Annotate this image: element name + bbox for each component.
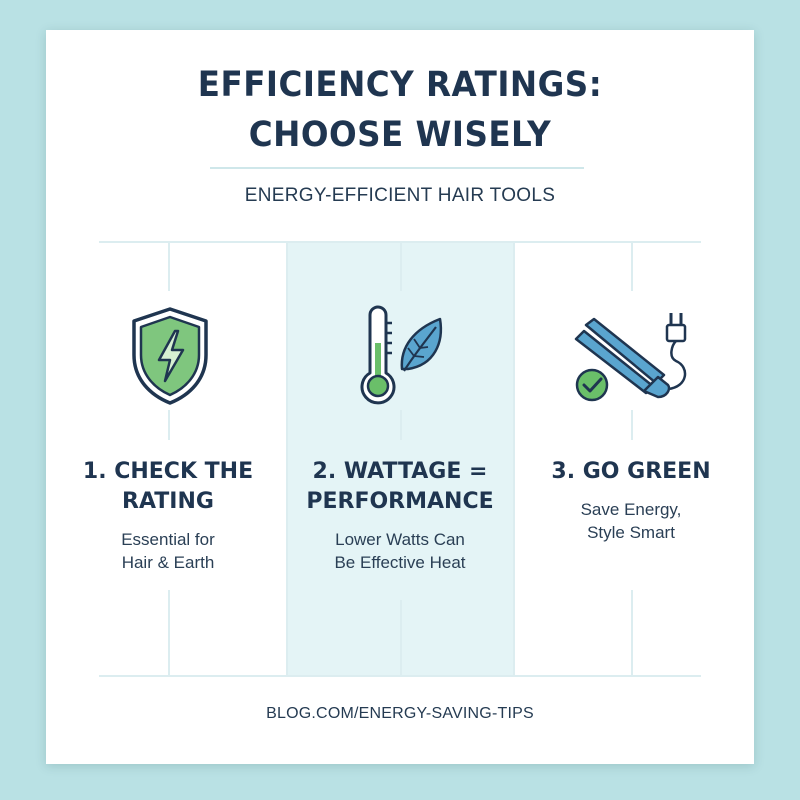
guide-line [400, 600, 402, 675]
page-title: EFFICIENCY RATINGS: CHOOSE WISELY [28, 60, 772, 160]
guide-line [400, 410, 402, 440]
column-1-text-line-2: Hair & Earth [121, 553, 215, 572]
guide-line [168, 243, 170, 291]
shield-lightning-icon [132, 307, 208, 405]
column-2-title: 2. WATTAGE = PERFORMANCE [280, 457, 520, 517]
column-divider-right [513, 241, 515, 677]
guide-line [400, 243, 402, 291]
column-1-title: 1. CHECK THE RATING [48, 457, 288, 517]
thermometer-leaf-icon [360, 305, 443, 405]
column-1-description: Essential for Hair & Earth [48, 528, 288, 574]
title-line-1: EFFICIENCY RATINGS: [197, 65, 603, 105]
panel-top-divider [99, 241, 701, 243]
column-2-description: Lower Watts Can Be Effective Heat [280, 528, 520, 574]
guide-line [631, 590, 633, 675]
column-3-description: Save Energy, Style Smart [511, 498, 751, 544]
footer-url: BLOG.COM/ENERGY-SAVING-TIPS [266, 705, 534, 722]
column-2-title-line-1: 2. WATTAGE = [312, 459, 488, 484]
panel-bottom-divider [99, 675, 701, 677]
column-2-text-line-1: Lower Watts Can [335, 530, 465, 549]
flat-iron-plug-check-icon [574, 313, 687, 402]
column-3-title-line-1: 3. GO GREEN [551, 459, 711, 484]
guide-line [168, 410, 170, 440]
column-3-text-line-1: Save Energy, [580, 500, 682, 519]
column-2-title-line-2: PERFORMANCE [306, 489, 494, 514]
subtitle: ENERGY-EFFICIENT HAIR TOOLS [244, 185, 556, 206]
column-3-title: 3. GO GREEN [511, 457, 751, 487]
column-1-title-line-1: 1. CHECK THE [82, 459, 254, 484]
column-2-text-line-2: Be Effective Heat [334, 553, 466, 572]
title-line-2: CHOOSE WISELY [248, 115, 552, 155]
column-1-title-line-2: RATING [122, 489, 214, 514]
column-divider-left [286, 241, 288, 677]
column-3-text-line-2: Style Smart [587, 523, 675, 542]
guide-line [631, 410, 633, 440]
title-divider [210, 167, 584, 169]
guide-line [168, 590, 170, 675]
column-1-text-line-1: Essential for [121, 530, 215, 549]
guide-line [631, 243, 633, 291]
